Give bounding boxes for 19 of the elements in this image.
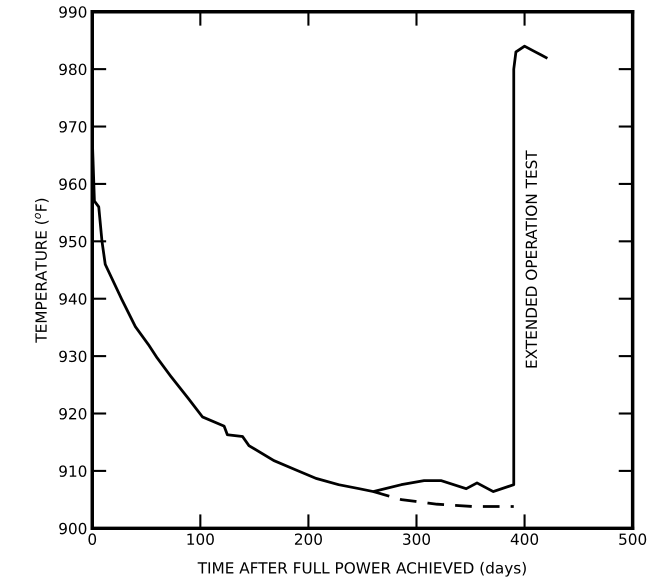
y-tick-label: 960 bbox=[59, 178, 86, 190]
x-tick-label: 300 bbox=[403, 533, 430, 545]
x-tick-label: 100 bbox=[187, 533, 214, 545]
x-tick-label: 400 bbox=[510, 533, 538, 545]
y-tick-label: 910 bbox=[59, 465, 86, 477]
y-tick-label: 980 bbox=[59, 64, 86, 76]
x-tick-label: 200 bbox=[294, 533, 322, 545]
y-tick-label: 920 bbox=[59, 408, 86, 420]
y-axis-title: TEMPERATURE ($^{o}$F) bbox=[34, 198, 49, 343]
y-tick-label: 990 bbox=[59, 6, 86, 18]
y-tick-label: 900 bbox=[59, 522, 86, 534]
y-tick-label: 930 bbox=[59, 350, 86, 362]
y-tick-label: 940 bbox=[59, 293, 86, 305]
y-tick-label: 950 bbox=[59, 236, 86, 248]
x-tick-label: 500 bbox=[619, 533, 646, 545]
y-tick-label: 970 bbox=[59, 120, 86, 133]
x-axis-title: TIME AFTER FULL POWER ACHIEVED (days) bbox=[198, 562, 526, 577]
x-tick-label: 0 bbox=[88, 533, 96, 545]
annotation: EXTENDED OPERATION TEST bbox=[526, 150, 538, 368]
